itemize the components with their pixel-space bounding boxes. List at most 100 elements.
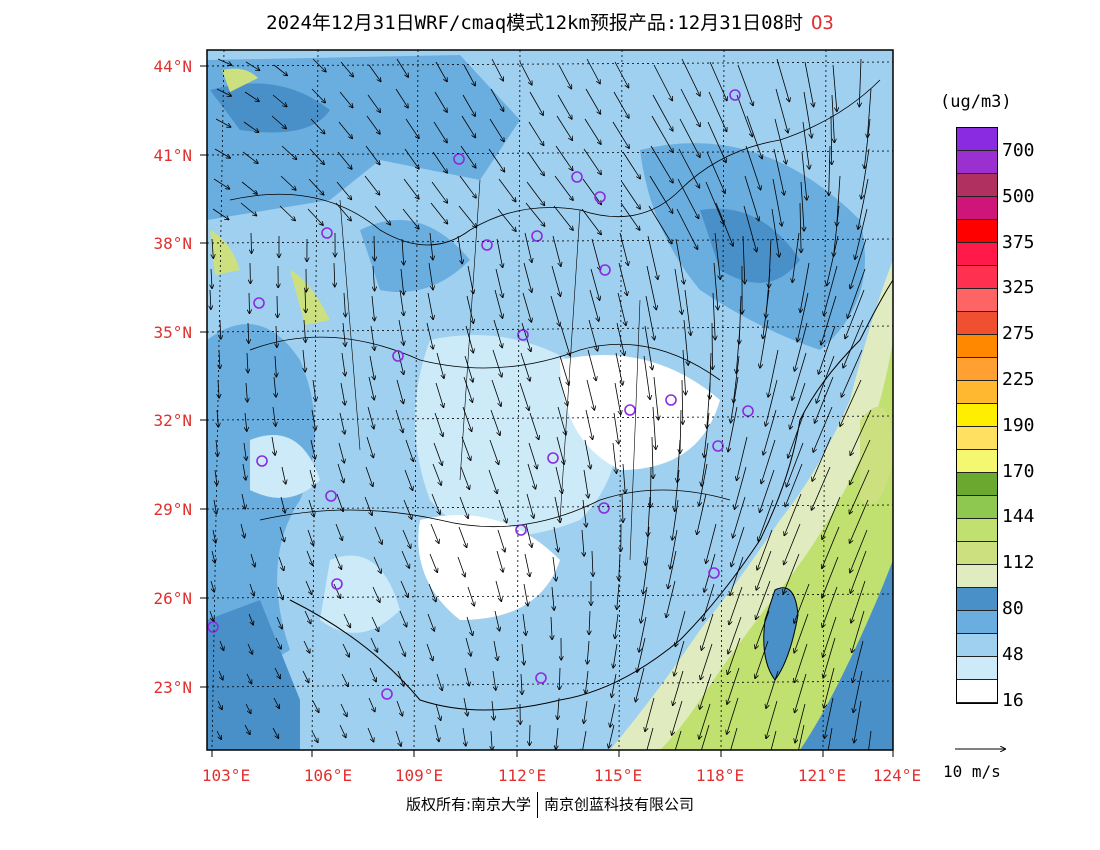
- wind-vector: [619, 232, 628, 265]
- wind-vector: [700, 643, 713, 679]
- wind-vector: [617, 292, 626, 325]
- wind-vector: [219, 640, 224, 650]
- wind-vector: [586, 58, 600, 84]
- station-marker: [594, 191, 606, 203]
- wind-vector: [249, 292, 250, 313]
- vector-scale-label: 10 m/s: [943, 762, 1001, 781]
- wind-vector: [247, 352, 248, 373]
- wind-vector: [279, 526, 284, 542]
- wind-vector: [465, 325, 473, 353]
- wind-vector: [427, 292, 433, 319]
- wind-vector: [729, 586, 743, 624]
- wind-vector: [706, 151, 725, 193]
- wind-vector: [649, 175, 673, 213]
- wind-vector: [340, 382, 345, 405]
- wind-vector: [215, 118, 231, 127]
- wind-vector: [637, 637, 646, 672]
- station-marker: [481, 239, 493, 251]
- colorbar-label: 170: [1002, 460, 1035, 482]
- wind-vector: [429, 553, 437, 572]
- wind-vector: [824, 265, 838, 315]
- wind-vector: [466, 616, 473, 635]
- wind-vector: [681, 58, 700, 96]
- wind-vector: [855, 208, 868, 259]
- wind-vector: [803, 91, 812, 138]
- wind-vector: [374, 235, 375, 261]
- wind-vector: [699, 703, 711, 739]
- wind-vector: [402, 208, 419, 229]
- wind-vector: [646, 265, 656, 310]
- wind-vector: [334, 553, 341, 569]
- wind-vector: [788, 412, 805, 458]
- wind-vector: [367, 727, 374, 742]
- wind-vector: [281, 145, 297, 159]
- wind-vector: [342, 643, 349, 657]
- colorbar-swatch: [957, 220, 997, 243]
- wind-vector: [816, 355, 835, 403]
- wind-vector: [218, 379, 219, 398]
- wind-vector: [730, 727, 738, 750]
- wind-vector: [405, 439, 413, 461]
- wind-vector: [554, 496, 560, 522]
- title-text: 2024年12月31日WRF/cmaq模式12km预报产品:12月31日08时: [266, 12, 803, 34]
- wind-vector: [680, 88, 700, 126]
- wind-vector: [278, 556, 284, 570]
- wind-vector-field: [210, 58, 872, 750]
- lat-label: 26°N: [153, 589, 192, 608]
- wind-vector: [489, 439, 499, 464]
- wind-vector: [467, 265, 473, 293]
- wind-vector: [559, 667, 560, 689]
- wind-vector: [399, 610, 407, 627]
- wind-vector: [812, 466, 831, 510]
- wind-vector: [528, 121, 544, 145]
- wind-vector: [312, 700, 319, 712]
- wind-vector: [554, 175, 573, 200]
- wind-vector: [217, 409, 218, 427]
- wind-vector: [648, 205, 672, 244]
- wind-vector: [794, 583, 810, 623]
- station-marker: [381, 688, 393, 700]
- wind-vector: [428, 262, 433, 290]
- wind-vector: [675, 469, 680, 511]
- wind-vector: [521, 322, 531, 351]
- wind-vector: [840, 379, 862, 426]
- wind-vector: [344, 292, 346, 317]
- wind-vector: [459, 496, 468, 518]
- wind-vector: [560, 325, 570, 356]
- wind-vector: [792, 352, 807, 400]
- wind-vector: [672, 700, 683, 735]
- wind-vector: [523, 262, 532, 292]
- station-marker: [665, 394, 677, 406]
- wind-vector: [462, 406, 472, 431]
- wind-vector: [305, 580, 312, 594]
- wind-vector: [466, 295, 473, 323]
- wind-vector: [775, 88, 788, 133]
- wind-vector: [859, 58, 861, 107]
- wind-vector: [434, 724, 439, 741]
- wind-vector: [310, 118, 325, 134]
- wind-vector: [366, 436, 373, 458]
- wind-vector: [812, 436, 832, 481]
- wind-vector: [643, 556, 649, 594]
- wind-vector: [676, 208, 698, 249]
- wind-vector: [396, 700, 402, 716]
- wind-vector: [216, 730, 221, 739]
- wind-vector: [668, 550, 677, 588]
- wind-vector: [337, 151, 352, 169]
- wind-vector: [684, 289, 691, 335]
- wind-vector: [216, 439, 218, 456]
- wind-vector: [308, 499, 314, 517]
- wind-vector: [851, 580, 866, 623]
- wind-vector: [492, 349, 502, 377]
- lon-label: 121°E: [797, 766, 847, 785]
- wind-vector: [743, 235, 745, 284]
- wind-vector: [217, 58, 231, 65]
- wind-vector: [402, 238, 404, 265]
- wind-vector: [653, 64, 672, 101]
- wind-vector: [370, 325, 375, 350]
- wind-vector: [272, 406, 276, 426]
- wind-vector: [459, 175, 476, 198]
- wind-vector: [730, 556, 744, 595]
- wind-vector: [761, 439, 776, 483]
